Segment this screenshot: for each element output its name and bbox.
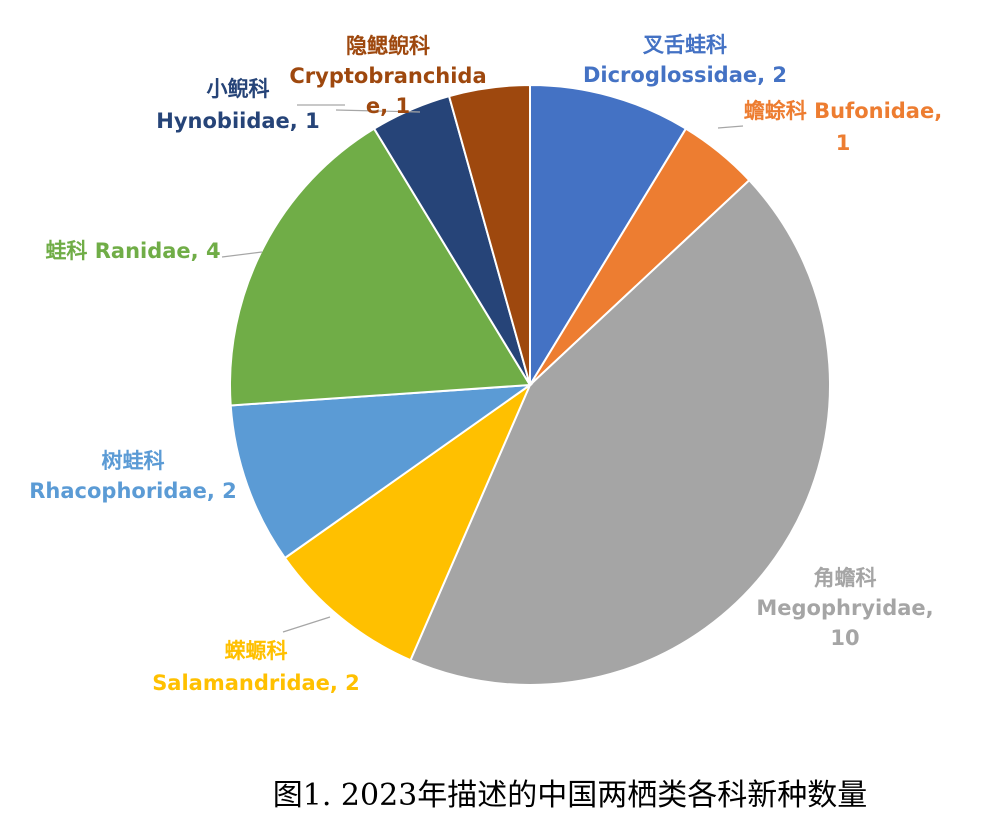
slice-label-line: Cryptobranchida — [289, 64, 486, 88]
slice-label-line: 小鲵科 — [207, 77, 270, 101]
pie-slice-3 — [283, 382, 533, 662]
leader-line-5 — [221, 251, 263, 258]
slice-label-line: 蝾螈科 — [225, 639, 288, 663]
pie-slice-7 — [447, 83, 531, 386]
slice-label-line: 1 — [836, 131, 851, 155]
slice-label-line: 叉舌蛙科 — [642, 33, 727, 57]
slice-label-line: 角蟾科 — [814, 566, 877, 590]
slice-labels: 叉舌蛙科 Dicroglossidae, 2 蟾蜍科 Bufonidae, 1 角蟾科 M… — [29, 33, 942, 695]
slice-label-3: 蝾螈科 Salamandridae, 2 — [152, 639, 360, 695]
slice-label-2: 角蟾科 Megophryidae, 10 — [756, 566, 933, 650]
slice-label-5: 蛙科 Ranidae, 4 — [45, 239, 220, 263]
pie-slice-0 — [529, 83, 688, 389]
slice-label-line: Megophryidae, — [756, 596, 933, 620]
slice-label-line: 树蛙科 — [102, 449, 165, 473]
leader-line-3 — [282, 616, 331, 633]
slice-label-line: Hynobiidae, 1 — [156, 109, 319, 133]
slice-label-7: 隐鳃鲵科 Cryptobranchida e, 1 — [289, 34, 486, 118]
leader-lines — [221, 104, 744, 633]
leader-line-1 — [717, 125, 744, 129]
leader-line-7 — [335, 109, 421, 113]
slice-label-1: 蟾蜍科 Bufonidae, 1 — [744, 99, 942, 155]
slice-label-line: 10 — [830, 626, 859, 650]
figure-caption: 图1. 2023年描述的中国两栖类各科新种数量 — [272, 778, 868, 813]
pie-slices — [229, 83, 831, 686]
slice-label-line: 蟾蜍科 Bufonidae, — [744, 99, 942, 123]
slice-label-line: e, 1 — [366, 94, 410, 118]
slice-label-line: 隐鳃鲵科 — [346, 34, 430, 58]
pie-chart: 叉舌蛙科 Dicroglossidae, 2 蟾蜍科 Bufonidae, 1 角蟾科 M… — [29, 33, 942, 695]
slice-label-6: 小鲵科 Hynobiidae, 1 — [156, 77, 319, 133]
slice-label-4: 树蛙科 Rhacophoridae, 2 — [29, 449, 236, 503]
pie-slice-5 — [229, 127, 532, 407]
slice-label-line: Dicroglossidae, 2 — [583, 63, 787, 87]
slice-label-0: 叉舌蛙科 Dicroglossidae, 2 — [583, 33, 787, 87]
slice-label-line: 蛙科 Ranidae, 4 — [45, 239, 220, 263]
slice-label-line: Rhacophoridae, 2 — [29, 479, 236, 503]
pie-slice-4 — [229, 383, 534, 560]
pie-slice-2 — [409, 178, 831, 686]
slice-label-line: Salamandridae, 2 — [152, 671, 360, 695]
